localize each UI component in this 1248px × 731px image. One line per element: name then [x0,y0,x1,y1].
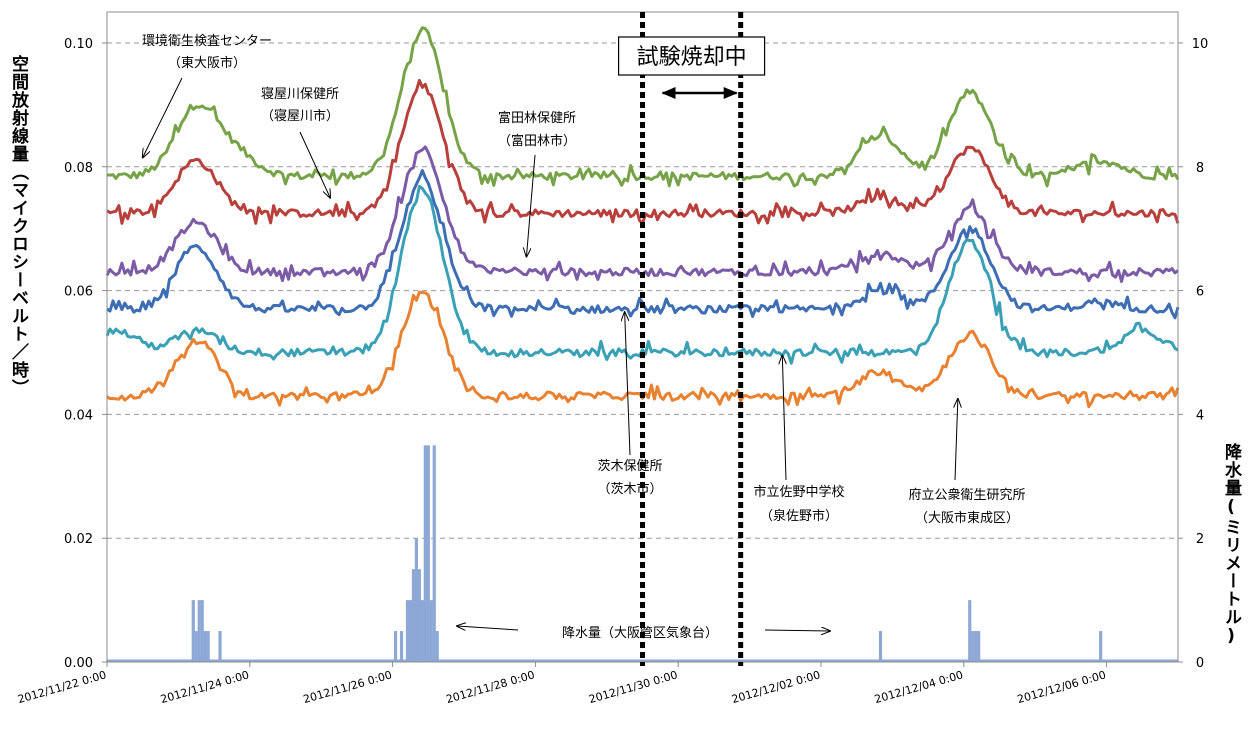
precip-bar-10 [408,600,413,662]
x-tick-label-0: 2012/11/22 0:00 [16,668,108,706]
precip-bar-2 [197,600,201,662]
precip-bar-15 [423,445,427,662]
precip-bar-3 [200,600,204,662]
x-tick-label-1: 2012/11/24 0:00 [159,668,251,706]
y2-tick-label-4: 8 [1196,161,1204,176]
precip-bar-21 [968,600,972,662]
station-arrow-0 [143,77,183,157]
precip-bar-0 [191,600,195,662]
station-sublabel-3: （茨木市） [597,481,662,497]
burn-period-label: 試験焼却中 [637,45,747,70]
station-arrow-5 [955,399,958,481]
y2-tick-label-1: 2 [1196,532,1204,547]
precip-bar-18 [432,445,436,662]
y-tick-label-0: 0.00 [64,656,93,671]
series-line-5 [106,290,1180,409]
precip-bar-19 [435,631,439,662]
precip-bar-4 [203,631,207,662]
station-arrow-3 [625,312,631,456]
station-sublabel-2: （富田林市） [498,133,576,149]
precip-bar-23 [974,631,978,662]
y-tick-label-4: 0.08 [64,161,93,176]
station-label-5: 府立公衆衛生研究所 [908,487,1025,503]
precip-bar-22 [971,631,975,662]
x-tick-label-7: 2012/12/06 0:00 [1016,668,1108,706]
precip-bar-25 [1099,631,1103,662]
y2-tick-label-0: 0 [1196,656,1204,671]
station-sublabel-5: （大阪市東成区） [915,510,1019,526]
y2-tick-label-5: 10 [1192,37,1209,52]
x-tick-label-5: 2012/12/02 0:00 [730,668,822,706]
y-tick-label-2: 0.04 [64,408,93,423]
series-line-4 [105,184,1179,365]
precip-bar-6 [218,631,222,662]
station-sublabel-0: （東大阪市） [168,55,246,71]
precip-label: 降水量（大阪管区気象台） [562,625,718,641]
station-label-2: 富田林保健所 [498,110,576,126]
station-label-4: 市立佐野中学校 [753,484,844,500]
precip-bar-16 [426,445,430,662]
y-tick-label-5: 0.10 [64,37,93,52]
x-tick-label-2: 2012/11/26 0:00 [302,668,394,706]
precip-bar-5 [206,631,210,662]
precip-bar-17 [429,600,433,662]
x-tick-label-4: 2012/11/30 0:00 [587,668,679,706]
precip-bar-8 [399,631,404,662]
burn-period-box [617,36,766,76]
y-axis-label: 空間放射線量（マイクロシーベルト／時） [8,55,28,397]
station-sublabel-4: （泉佐野市） [760,508,838,524]
precip-bar-12 [414,538,418,662]
precip-bar-20 [878,631,883,662]
y-tick-label-3: 0.06 [64,285,93,300]
station-label-0: 環境衛生検査センター [142,34,272,49]
precip-bar-9 [405,600,410,662]
precip-bar-14 [420,600,424,662]
precip-bar-1 [194,631,198,662]
y2-tick-label-3: 6 [1196,285,1204,300]
y2-tick-label-2: 4 [1196,408,1204,423]
station-arrow-4 [782,356,786,481]
station-label-1: 寝屋川保健所 [261,86,339,102]
precip-bar-7 [393,631,398,662]
y2-axis-label: 降水量(ミリメートル) [1221,443,1241,647]
station-sublabel-1: （寝屋川市） [261,108,339,124]
precip-arrow-left [457,626,519,630]
station-arrow-1 [299,131,330,198]
precip-bar-11 [411,569,416,662]
station-label-3: 茨木保健所 [597,459,662,474]
precip-arrow-right [764,630,830,631]
y-tick-label-1: 0.02 [64,532,93,547]
x-tick-label-3: 2012/11/28 0:00 [445,668,537,706]
precip-bar-24 [977,631,981,662]
x-tick-label-6: 2012/12/04 0:00 [873,668,965,706]
station-arrow-2 [526,154,536,257]
precip-bar-13 [417,569,421,662]
